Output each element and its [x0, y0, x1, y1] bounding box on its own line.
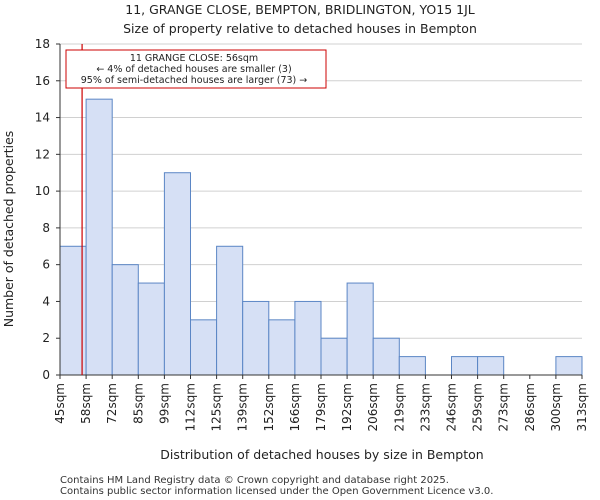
x-tick-label: 206sqm — [366, 383, 380, 431]
y-tick-label: 16 — [35, 74, 50, 88]
x-tick-label: 99sqm — [157, 383, 171, 424]
y-axis-label: Number of detached properties — [1, 131, 16, 328]
y-tick-label: 14 — [35, 111, 50, 125]
histogram-bar — [216, 245, 244, 376]
histogram-bar — [294, 300, 322, 376]
x-tick-label: 152sqm — [262, 383, 276, 431]
annotation-line-3: 95% of semi-detached houses are larger (… — [81, 75, 308, 86]
footer-line-1: Contains HM Land Registry data © Crown c… — [60, 475, 449, 486]
x-tick-label: 72sqm — [105, 383, 119, 424]
x-tick-label: 273sqm — [497, 383, 511, 431]
x-tick-label: 300sqm — [549, 383, 563, 431]
histogram-bar — [555, 356, 583, 376]
x-tick-label: 139sqm — [236, 383, 250, 431]
y-tick-label: 6 — [42, 258, 50, 272]
x-tick-label: 125sqm — [210, 383, 224, 431]
annotation-line-1: 11 GRANGE CLOSE: 56sqm — [130, 53, 258, 64]
marker-annotation: 11 GRANGE CLOSE: 56sqm ← 4% of detached … — [65, 49, 327, 89]
x-tick-label: 259sqm — [471, 383, 485, 431]
histogram-bar — [111, 264, 139, 376]
histogram-bar — [268, 319, 296, 376]
footer-line-2: Contains public sector information licen… — [60, 486, 493, 497]
x-tick-label: 58sqm — [79, 383, 93, 424]
annotation-line-2: ← 4% of detached houses are smaller (3) — [96, 64, 291, 75]
y-tick-label: 2 — [42, 331, 50, 345]
bars — [59, 98, 583, 376]
histogram-bar — [398, 356, 426, 376]
y-tick-label: 18 — [35, 37, 50, 51]
x-tick-label: 219sqm — [392, 383, 406, 431]
x-tick-label: 313sqm — [575, 383, 589, 431]
histogram-bar — [346, 282, 374, 376]
chart-subtitle: Size of property relative to detached ho… — [123, 21, 477, 36]
x-tick-label: 166sqm — [288, 383, 302, 431]
y-tick-label: 0 — [42, 368, 50, 382]
histogram-bar — [137, 282, 165, 376]
x-tick-label: 179sqm — [314, 383, 328, 431]
annotation-box — [65, 49, 327, 89]
histogram-bar — [163, 172, 191, 376]
x-tick-labels: 45sqm 58sqm 72sqm 85sqm 99sqm 112sqm 125sqm 139… — [53, 375, 589, 431]
y-tick-label: 8 — [42, 221, 50, 235]
x-tick-label: 85sqm — [131, 383, 145, 424]
chart-title: 11, GRANGE CLOSE, BEMPTON, BRIDLINGTON, … — [125, 2, 475, 17]
x-tick-label: 45sqm — [53, 383, 67, 424]
y-tick-label: 10 — [35, 184, 50, 198]
x-tick-label: 286sqm — [523, 383, 537, 431]
histogram-bar — [372, 337, 400, 376]
x-tick-label: 233sqm — [418, 383, 432, 431]
x-tick-label: 192sqm — [340, 383, 354, 431]
histogram-bar — [451, 356, 479, 376]
histogram-bar — [85, 98, 113, 376]
x-axis-label: Distribution of detached houses by size … — [160, 447, 483, 462]
histogram-bar — [242, 300, 270, 376]
histogram-bar — [477, 356, 505, 376]
x-tick-label: 112sqm — [184, 383, 198, 431]
histogram-bar — [190, 319, 218, 376]
y-tick-label: 4 — [42, 294, 50, 308]
x-tick-label: 246sqm — [445, 383, 459, 431]
y-tick-label: 12 — [35, 147, 50, 161]
y-tick-labels: 0 2 4 6 8 10 12 14 16 18 — [35, 37, 50, 382]
histogram-bar — [320, 337, 348, 376]
